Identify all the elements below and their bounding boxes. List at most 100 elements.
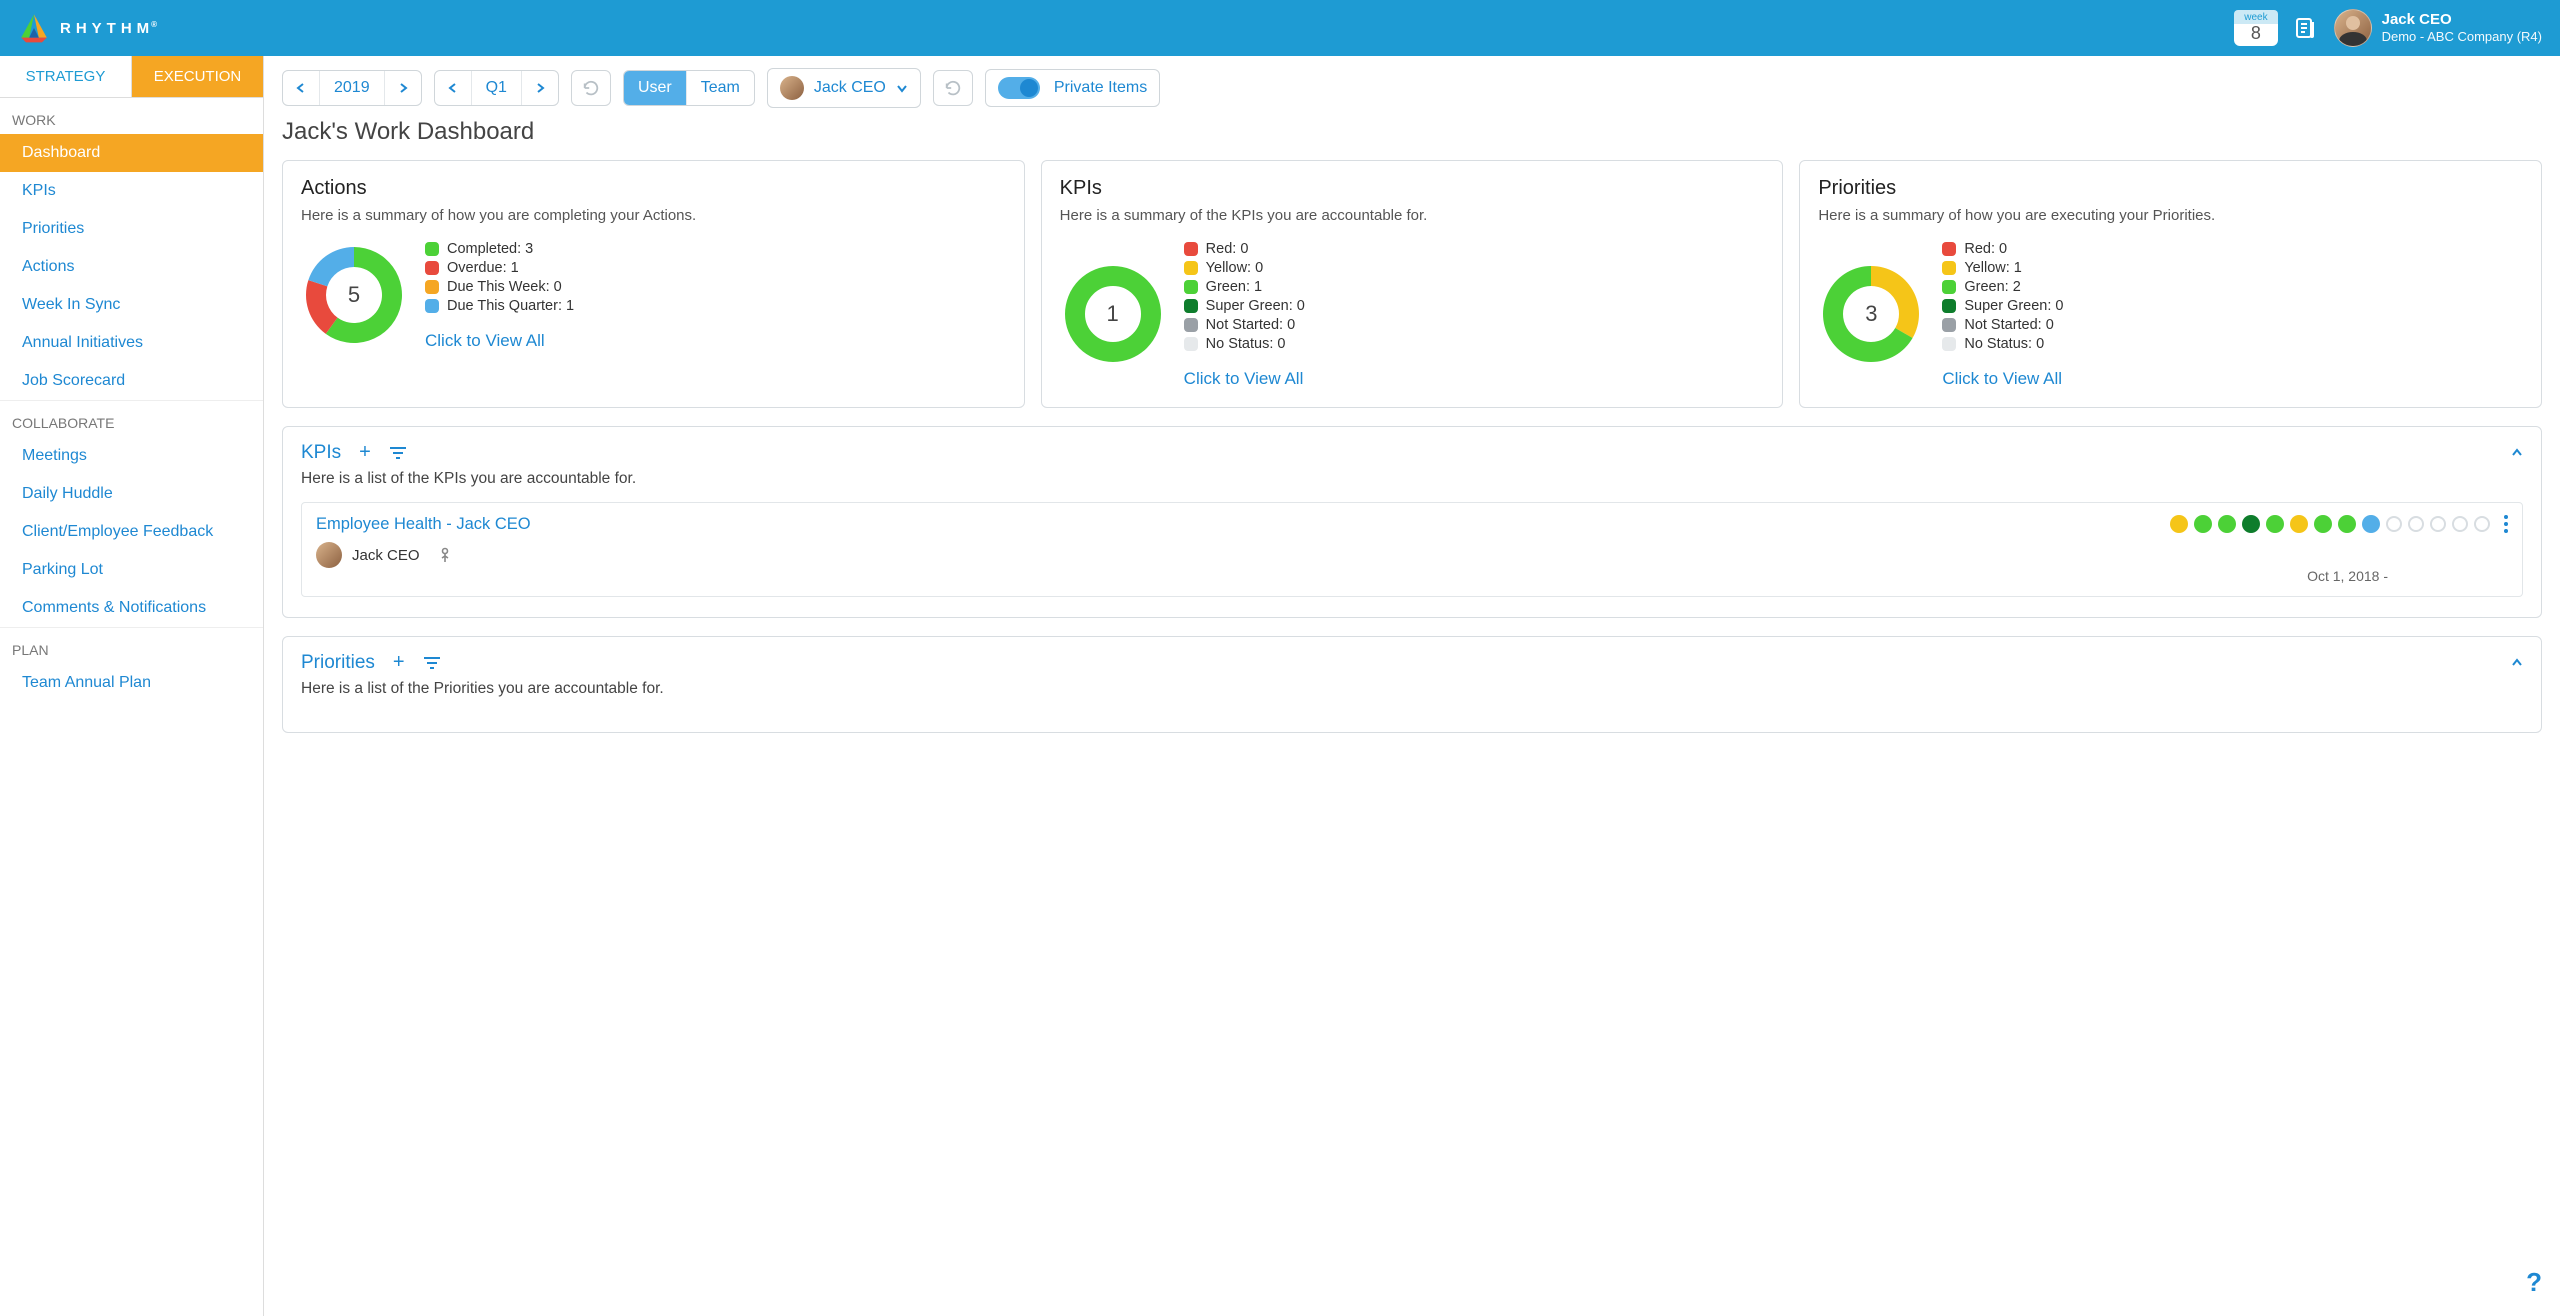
help-button[interactable]: ? bbox=[2526, 1267, 2542, 1298]
filter-priority-button[interactable] bbox=[423, 656, 441, 670]
card-title: Actions bbox=[301, 177, 1006, 200]
tab-strategy[interactable]: STRATEGY bbox=[0, 56, 132, 98]
status-dot bbox=[2474, 516, 2490, 532]
toolbar: 2019 Q1 User Team Jack CEO bbox=[282, 68, 2542, 108]
status-dot bbox=[2194, 515, 2212, 533]
sidebar-section-label: WORK bbox=[0, 98, 263, 134]
legend-row: Overdue: 1 bbox=[425, 260, 574, 276]
status-dot bbox=[2430, 516, 2446, 532]
status-dot bbox=[2408, 516, 2424, 532]
kpi-item-title[interactable]: Employee Health - Jack CEO bbox=[316, 515, 531, 534]
year-picker[interactable]: 2019 bbox=[282, 70, 422, 106]
filter-kpi-button[interactable] bbox=[389, 446, 407, 460]
donut-chart: 3 bbox=[1818, 261, 1924, 367]
toggle-switch[interactable] bbox=[998, 77, 1040, 99]
person-name: Jack CEO bbox=[814, 79, 886, 97]
brand-logo[interactable]: RHYTHM® bbox=[18, 12, 162, 44]
sidebar-item-priorities[interactable]: Priorities bbox=[0, 210, 263, 248]
quarter-picker[interactable]: Q1 bbox=[434, 70, 559, 106]
panel-priorities-title[interactable]: Priorities bbox=[301, 652, 375, 674]
tab-execution[interactable]: EXECUTION bbox=[132, 56, 263, 98]
user-name: Jack CEO bbox=[2382, 11, 2542, 30]
sidebar-item-client-employee-feedback[interactable]: Client/Employee Feedback bbox=[0, 513, 263, 551]
status-dot bbox=[2266, 515, 2284, 533]
card-subtitle: Here is a summary of the KPIs you are ac… bbox=[1060, 206, 1765, 226]
scope-team[interactable]: Team bbox=[686, 71, 754, 105]
legend-row: Green: 1 bbox=[1184, 279, 1305, 295]
status-dot bbox=[2170, 515, 2188, 533]
sidebar-item-comments-notifications[interactable]: Comments & Notifications bbox=[0, 589, 263, 627]
kpi-owner-avatar bbox=[316, 542, 342, 568]
status-dot bbox=[2452, 516, 2468, 532]
refresh-button-1[interactable] bbox=[571, 70, 611, 106]
sidebar-tabs: STRATEGY EXECUTION bbox=[0, 56, 263, 98]
legend-row: Due This Week: 0 bbox=[425, 279, 574, 295]
kpi-status-dots bbox=[2170, 515, 2490, 533]
panel-kpis: KPIs + Here is a list of the KPIs you ar… bbox=[282, 426, 2542, 618]
week-label: week bbox=[2234, 10, 2277, 24]
status-dot bbox=[2338, 515, 2356, 533]
quarter-next[interactable] bbox=[521, 71, 558, 105]
view-all-link[interactable]: Click to View All bbox=[1184, 369, 1305, 389]
logo-mark-icon bbox=[18, 12, 50, 44]
main-content: 2019 Q1 User Team Jack CEO bbox=[264, 56, 2560, 1316]
status-dot bbox=[2362, 515, 2380, 533]
week-badge[interactable]: week 8 bbox=[2234, 10, 2277, 47]
kpi-item-menu[interactable] bbox=[2504, 515, 2508, 533]
add-priority-button[interactable]: + bbox=[393, 651, 405, 674]
private-items-label: Private Items bbox=[1054, 79, 1147, 97]
person-avatar bbox=[780, 76, 804, 100]
status-dot bbox=[2386, 516, 2402, 532]
sidebar-item-parking-lot[interactable]: Parking Lot bbox=[0, 551, 263, 589]
legend-row: No Status: 0 bbox=[1942, 336, 2063, 352]
notes-icon[interactable] bbox=[2292, 15, 2318, 41]
legend-row: Red: 0 bbox=[1942, 241, 2063, 257]
panel-kpis-title[interactable]: KPIs bbox=[301, 442, 341, 464]
year-next[interactable] bbox=[384, 71, 421, 105]
collapse-priority-button[interactable] bbox=[2511, 657, 2523, 669]
sidebar-item-daily-huddle[interactable]: Daily Huddle bbox=[0, 475, 263, 513]
sidebar-item-team-annual-plan[interactable]: Team Annual Plan bbox=[0, 664, 263, 702]
add-kpi-button[interactable]: + bbox=[359, 441, 371, 464]
user-block[interactable]: Jack CEO Demo - ABC Company (R4) bbox=[2382, 11, 2542, 46]
sidebar: STRATEGY EXECUTION WORKDashboardKPIsPrio… bbox=[0, 56, 264, 1316]
legend-row: Completed: 3 bbox=[425, 241, 574, 257]
sidebar-item-job-scorecard[interactable]: Job Scorecard bbox=[0, 362, 263, 400]
quarter-prev[interactable] bbox=[435, 71, 471, 105]
legend-row: No Status: 0 bbox=[1184, 336, 1305, 352]
person-picker[interactable]: Jack CEO bbox=[767, 68, 921, 108]
year-prev[interactable] bbox=[283, 71, 319, 105]
kpi-list-item[interactable]: Employee Health - Jack CEO Jack CEO Oct … bbox=[301, 502, 2523, 597]
card-kpis: KPIs Here is a summary of the KPIs you a… bbox=[1041, 160, 1784, 408]
refresh-button-2[interactable] bbox=[933, 70, 973, 106]
quarter-value[interactable]: Q1 bbox=[471, 71, 521, 105]
sidebar-item-actions[interactable]: Actions bbox=[0, 248, 263, 286]
donut-chart: 5 bbox=[301, 242, 407, 348]
legend-row: Yellow: 0 bbox=[1184, 260, 1305, 276]
kpi-owner-name: Jack CEO bbox=[352, 547, 420, 564]
status-dot bbox=[2242, 515, 2260, 533]
year-value[interactable]: 2019 bbox=[319, 71, 384, 105]
collapse-kpi-button[interactable] bbox=[2511, 447, 2523, 459]
view-all-link[interactable]: Click to View All bbox=[425, 331, 574, 351]
card-subtitle: Here is a summary of how you are complet… bbox=[301, 206, 1006, 226]
sidebar-item-week-in-sync[interactable]: Week In Sync bbox=[0, 286, 263, 324]
legend-row: Not Started: 0 bbox=[1942, 317, 2063, 333]
sidebar-item-kpis[interactable]: KPIs bbox=[0, 172, 263, 210]
chart-legend: Red: 0Yellow: 0Green: 1Super Green: 0Not… bbox=[1184, 238, 1305, 355]
panel-priorities-subtitle: Here is a list of the Priorities you are… bbox=[301, 680, 2523, 698]
view-all-link[interactable]: Click to View All bbox=[1942, 369, 2063, 389]
donut-chart: 1 bbox=[1060, 261, 1166, 367]
scope-user[interactable]: User bbox=[624, 71, 686, 105]
sidebar-item-dashboard[interactable]: Dashboard bbox=[0, 134, 263, 172]
user-avatar[interactable] bbox=[2334, 9, 2372, 47]
legend-row: Green: 2 bbox=[1942, 279, 2063, 295]
legend-row: Super Green: 0 bbox=[1942, 298, 2063, 314]
status-dot bbox=[2290, 515, 2308, 533]
chart-legend: Completed: 3Overdue: 1Due This Week: 0Du… bbox=[425, 238, 574, 317]
sidebar-item-meetings[interactable]: Meetings bbox=[0, 437, 263, 475]
user-company: Demo - ABC Company (R4) bbox=[2382, 29, 2542, 45]
sidebar-item-annual-initiatives[interactable]: Annual Initiatives bbox=[0, 324, 263, 362]
card-title: Priorities bbox=[1818, 177, 2523, 200]
private-items-toggle[interactable]: Private Items bbox=[985, 69, 1160, 107]
